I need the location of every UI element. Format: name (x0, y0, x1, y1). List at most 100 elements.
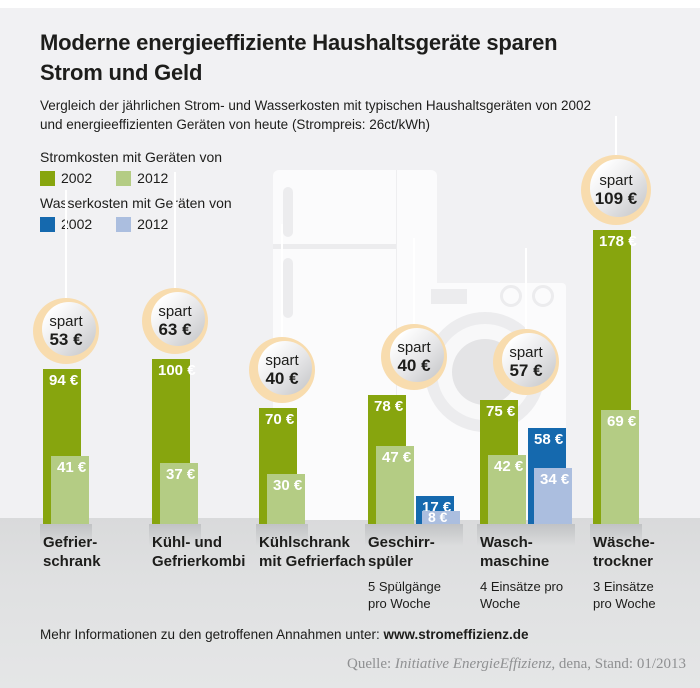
category-note-line: pro Woche (368, 596, 431, 611)
category-note-line: 3 Einsätze (593, 579, 654, 594)
bar-wasser-2012: 34 € (534, 468, 572, 524)
bar-value-label: 34 € (540, 471, 570, 488)
info-text: Mehr Informationen zu den getroffenen An… (40, 627, 384, 642)
legend-year-2012: 2012 (137, 216, 169, 232)
legend-year-2012: 2012 (137, 170, 169, 186)
category-note: 5 Spülgänge pro Woche (368, 578, 480, 612)
category-note-line: 5 Spülgänge (368, 579, 442, 594)
fridge-handle-top (283, 187, 293, 237)
swatch-strom-2012 (116, 170, 132, 186)
category-line: maschine (480, 553, 550, 570)
title-line-1: Moderne energieeffiziente Haushaltsgerät… (40, 30, 558, 55)
category-note: 4 Einsätze pro Woche (480, 578, 592, 612)
swatch-strom-2002 (40, 170, 55, 186)
subtitle-line-1: Vergleich der jährlichen Strom- und Wass… (40, 98, 592, 113)
source-name: Initiative EnergieEffizienz, (394, 656, 556, 672)
bar-strom-2012: 69 € (601, 410, 639, 524)
badge-coin-icon (257, 340, 312, 396)
category-line: mit Gefrierfach (259, 553, 366, 570)
bar-reflection (256, 524, 308, 546)
category-label: Wäsche-trockner 3 Einsätze pro Woche (593, 533, 700, 612)
legend-year-2002: 2002 (61, 170, 93, 186)
legend-wasser-title: Wasserkosten mit Geräten von (40, 195, 232, 211)
bar-value-label: 42 € (494, 458, 524, 475)
legend-strom-row: 2002 2012 (40, 170, 232, 186)
bar-value-label: 78 € (374, 398, 404, 415)
swatch-wasser-2012 (116, 216, 132, 232)
info-url: www.stromeffizienz.de (383, 627, 529, 642)
bar-reflection (40, 524, 92, 546)
savings-badge: spart 40 € (249, 337, 315, 403)
badge-spart-word: spart (509, 344, 543, 361)
source-rest: dena, Stand: 01/2013 (555, 656, 686, 672)
badge-amount: 40 € (397, 356, 431, 375)
bar-value-label: 70 € (265, 411, 295, 428)
legend-strom-title: Stromkosten mit Geräten von (40, 149, 223, 165)
subtitle-line-2: und energieeffizienten Geräten von heute… (40, 117, 430, 132)
badge-text: spart 40 € (249, 337, 315, 403)
badge-coin-icon (501, 332, 556, 388)
badge-coin-icon (150, 291, 205, 347)
badge-spart-word: spart (158, 303, 192, 320)
badge-text: spart 53 € (33, 298, 99, 364)
bar-strom-2012: 42 € (488, 455, 526, 524)
badge-text: spart 63 € (142, 288, 208, 354)
badge-amount: 109 € (594, 189, 638, 208)
savings-badge: spart 109 € (581, 155, 651, 225)
category-line: Wäsche- (593, 534, 655, 551)
top-white-strip (0, 0, 700, 8)
badge-string (525, 248, 527, 339)
category-note-line: pro Woche (593, 596, 656, 611)
bar-value-label: 30 € (273, 477, 303, 494)
subtitle: Vergleich der jährlichen Strom- und Wass… (40, 96, 660, 134)
category-line: schrank (43, 553, 101, 570)
badge-amount: 53 € (49, 330, 83, 349)
bar-reflection (365, 524, 463, 546)
savings-badge: spart 53 € (33, 298, 99, 364)
washer-panel (431, 289, 467, 304)
bar-value-label: 69 € (607, 413, 637, 430)
category-line: Gefrierkombi (152, 553, 246, 570)
bar-reflection (149, 524, 201, 546)
bar-value-label: 100 € (158, 362, 196, 379)
badge-string (65, 190, 67, 308)
category-label: Gefrier-schrank (43, 533, 155, 571)
category-line: Geschirr- (368, 534, 435, 551)
category-label: Kühl- und Gefrierkombi (152, 533, 264, 571)
legend-wasser-row: 2002 2012 (40, 216, 232, 232)
category-line: Kühl- und (152, 534, 222, 551)
badge-amount: 40 € (265, 369, 299, 388)
bar-strom-2012: 37 € (160, 463, 198, 524)
bar-reflection (477, 524, 575, 546)
bar-reflection (590, 524, 642, 546)
badge-spart-word: spart (49, 313, 83, 330)
source-prefix: Quelle: (347, 656, 395, 672)
badge-string (615, 116, 617, 165)
category-line: Kühlschrank (259, 534, 350, 551)
category-line: Gefrier- (43, 534, 98, 551)
savings-badge: spart 63 € (142, 288, 208, 354)
category-label: Kühlschrank mit Gefrierfach (259, 533, 371, 571)
bar-value-label: 41 € (57, 459, 87, 476)
info-line: Mehr Informationen zu den getroffenen An… (40, 627, 529, 642)
category-line: trockner (593, 553, 654, 570)
savings-badge: spart 57 € (493, 329, 559, 395)
badge-text: spart 40 € (381, 324, 447, 390)
category-note: 3 Einsätze pro Woche (593, 578, 700, 612)
bar-value-label: 178 € (599, 233, 637, 250)
badge-amount: 63 € (158, 320, 192, 339)
bar-strom-2012: 41 € (51, 456, 89, 524)
bar-strom-2012: 47 € (376, 446, 414, 524)
bar-value-label: 58 € (534, 431, 564, 448)
source-line: Quelle: Initiative EnergieEffizienz, den… (347, 656, 686, 673)
category-line: spüler (368, 553, 414, 570)
badge-string (174, 172, 176, 298)
washer-knob-icon (532, 285, 554, 307)
badge-spart-word: spart (599, 172, 633, 189)
fridge-handle-bottom (283, 258, 293, 318)
badge-amount: 57 € (509, 361, 543, 380)
badge-spart-word: spart (397, 339, 431, 356)
category-note-line: 4 Einsätze pro (480, 579, 564, 594)
